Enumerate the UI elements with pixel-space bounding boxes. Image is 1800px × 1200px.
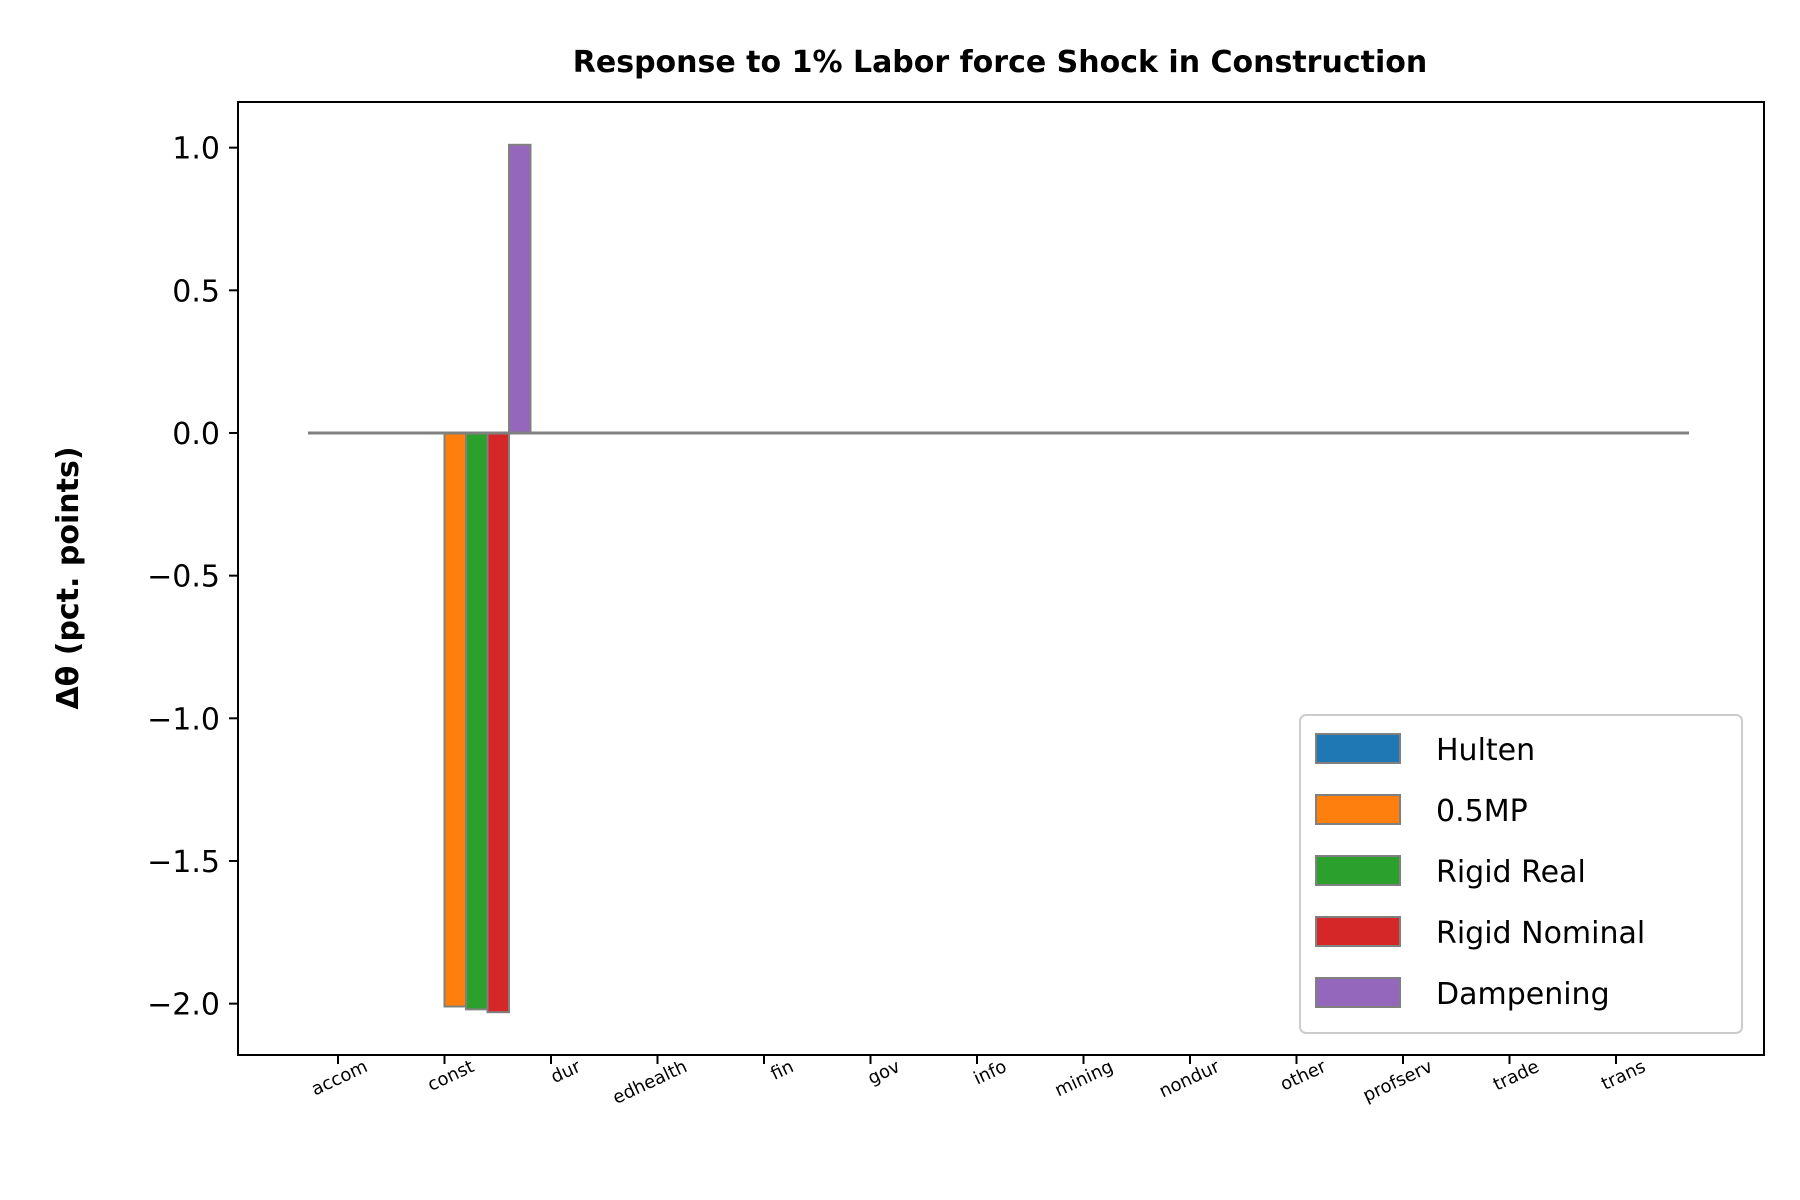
plot-frame xyxy=(237,101,1765,1056)
y-tick-label: 0.5 xyxy=(172,274,220,309)
legend-label: Hulten xyxy=(1436,733,1535,768)
y-tick-label: −1.0 xyxy=(147,702,220,737)
legend-swatch-dampening xyxy=(1315,977,1401,1008)
y-tick-label: −1.5 xyxy=(147,845,220,880)
y-tick-label: 0.0 xyxy=(172,417,220,452)
x-tick-label-fin: fin xyxy=(767,1056,796,1085)
bar-rigid-nominal-const xyxy=(486,431,510,1014)
x-tick-label-dur: dur xyxy=(548,1056,585,1088)
bar-dampening-const xyxy=(508,143,532,434)
x-tick-label-const: const xyxy=(424,1056,477,1096)
y-tick-label: −0.5 xyxy=(147,560,220,595)
legend-label: Rigid Real xyxy=(1436,855,1586,890)
x-tick-label-trans: trans xyxy=(1598,1056,1649,1095)
x-tick-label-edhealth: edhealth xyxy=(610,1056,691,1109)
legend-swatch-rigid-nominal xyxy=(1315,916,1401,947)
bar-rigid-real-const xyxy=(465,431,489,1011)
legend-box xyxy=(1299,714,1743,1034)
chart-title: Response to 1% Labor force Shock in Cons… xyxy=(573,45,1427,80)
legend-swatch-rigid-real xyxy=(1315,855,1401,886)
legend-label: Dampening xyxy=(1436,977,1610,1012)
y-tick-label: 1.0 xyxy=(172,132,220,167)
legend: Hulten 0.5MP Rigid Real Rigid Nominal Dampen… xyxy=(1299,714,1743,1034)
x-tick-label-accom: accom xyxy=(308,1056,371,1100)
x-tick-label-profserv: profserv xyxy=(1360,1056,1437,1107)
x-tick-label-other: other xyxy=(1277,1056,1330,1096)
legend-label: Rigid Nominal xyxy=(1436,916,1645,951)
legend-swatch-hulten xyxy=(1315,733,1401,764)
bar-0-5mp-const xyxy=(443,431,467,1008)
y-tick-label: −2.0 xyxy=(147,988,220,1023)
x-tick-label-trade: trade xyxy=(1490,1056,1542,1095)
y-axis-label: Δθ (pct. points) xyxy=(51,446,86,709)
legend-swatch-0-5mp xyxy=(1315,794,1401,825)
legend-label: 0.5MP xyxy=(1436,794,1528,829)
